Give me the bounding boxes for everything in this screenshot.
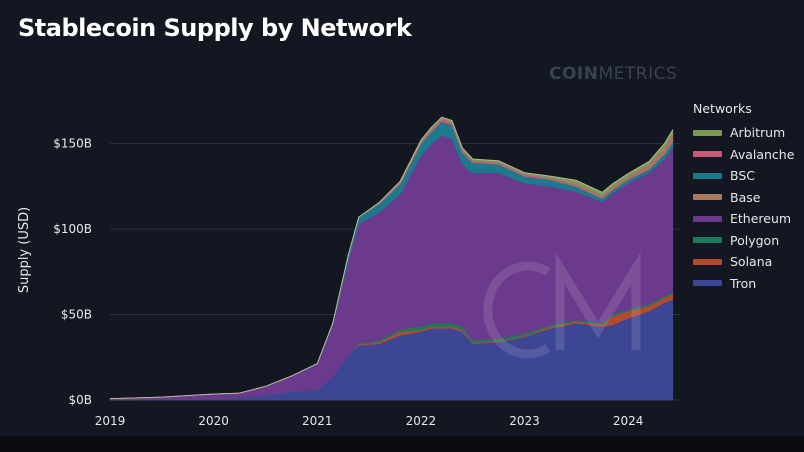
total-outline	[109, 116, 674, 400]
x-tick-label: 2024	[613, 414, 644, 428]
legend-label: Solana	[730, 254, 773, 270]
y-tick-label: $0B	[68, 393, 92, 407]
series-areas	[109, 116, 674, 401]
legend-item-avalanche[interactable]: Avalanche	[693, 144, 794, 166]
legend-swatch	[693, 215, 722, 222]
x-tick-label: 2022	[406, 414, 437, 428]
legend-swatch	[693, 194, 722, 201]
legend-swatch	[693, 237, 722, 244]
legend-label: Arbitrum	[730, 125, 786, 141]
x-tick-label: 2020	[198, 414, 229, 428]
legend: Networks Arbitrum Avalanche BSC Base Ethereu…	[693, 101, 794, 294]
legend-swatch	[693, 151, 722, 158]
legend-swatch	[693, 129, 722, 136]
chart-title: Stablecoin Supply by Network	[18, 14, 412, 42]
y-tick-label: $100B	[53, 222, 92, 236]
y-axis-label: Supply (USD)	[17, 207, 32, 293]
legend-item-ethereum[interactable]: Ethereum	[693, 208, 794, 230]
x-tick-label: 2019	[95, 414, 126, 428]
legend-label: Polygon	[730, 232, 780, 248]
legend-item-solana[interactable]: Solana	[693, 251, 794, 273]
legend-item-polygon[interactable]: Polygon	[693, 230, 794, 252]
watermark-light: METRICS	[598, 64, 678, 84]
cm-logo-c	[483, 261, 551, 359]
x-axis-ticks: 2019 2020 2021 2022 2023 2024	[95, 414, 644, 428]
y-tick-label: $50B	[61, 308, 92, 322]
x-tick-label: 2023	[509, 414, 540, 428]
legend-item-bsc[interactable]: BSC	[693, 165, 794, 187]
bottom-bar	[0, 436, 804, 452]
cm-logo-watermark	[483, 252, 641, 359]
legend-item-tron[interactable]: Tron	[693, 273, 794, 295]
legend-label: Ethereum	[730, 211, 792, 227]
legend-label: Tron	[730, 275, 757, 291]
y-axis-ticks: $0B $50B $100B $150B	[53, 137, 92, 407]
legend-label: Base	[730, 189, 761, 205]
legend-swatch	[693, 172, 722, 179]
legend-title: Networks	[693, 101, 752, 116]
legend-swatch	[693, 258, 722, 265]
legend-item-base[interactable]: Base	[693, 187, 794, 209]
x-tick-label: 2021	[302, 414, 333, 428]
watermark-bold: COIN	[549, 64, 599, 84]
coinmetrics-watermark: COINMETRICS	[549, 64, 677, 84]
legend-label: Avalanche	[730, 146, 795, 162]
legend-swatch	[693, 280, 722, 287]
legend-items: Arbitrum Avalanche BSC Base Ethereum Polygon S…	[693, 122, 794, 294]
y-tick-label: $150B	[53, 137, 92, 151]
legend-label: BSC	[730, 168, 756, 184]
legend-item-arbitrum[interactable]: Arbitrum	[693, 122, 794, 144]
cm-logo-m	[555, 252, 641, 350]
